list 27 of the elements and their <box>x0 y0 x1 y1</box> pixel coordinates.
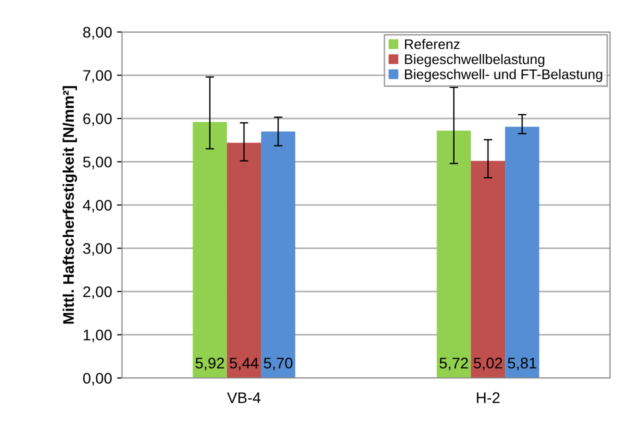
y-tick-label: 3,00 <box>83 243 112 256</box>
data-label: 5,02 <box>474 358 502 370</box>
legend-label: Biegeschwell- und FT-Belastung <box>405 69 602 82</box>
data-label: 5,44 <box>230 358 258 370</box>
data-label: 5,81 <box>508 358 536 370</box>
bar <box>505 126 540 378</box>
y-tick-label: 2,00 <box>83 286 112 299</box>
y-axis-title: Mittl. Haftscherfestigkeit [N/mm²] <box>62 86 77 324</box>
bar <box>261 131 296 378</box>
y-tick-label: 4,00 <box>82 200 112 212</box>
data-label: 5,72 <box>440 358 468 370</box>
y-tick-label: 7,00 <box>83 70 112 83</box>
y-tick-label: 5,00 <box>83 156 112 170</box>
legend-label: Referenz <box>405 38 460 50</box>
y-tick-label: 8,00 <box>83 26 112 40</box>
x-tick-label: H-2 <box>476 392 500 403</box>
bar <box>436 130 471 378</box>
bar <box>470 160 506 378</box>
y-tick-label: 6,00 <box>83 113 112 126</box>
data-label: 5,70 <box>264 358 292 370</box>
y-tick-label: 1,00 <box>84 330 112 342</box>
data-label: 5,92 <box>196 358 224 370</box>
bar <box>226 142 262 378</box>
y-tick-label: 0,00 <box>83 372 112 386</box>
x-tick-label: VB-4 <box>227 392 261 403</box>
legend-label: Biegeschwellbelastung <box>405 54 544 67</box>
bar <box>192 122 227 378</box>
